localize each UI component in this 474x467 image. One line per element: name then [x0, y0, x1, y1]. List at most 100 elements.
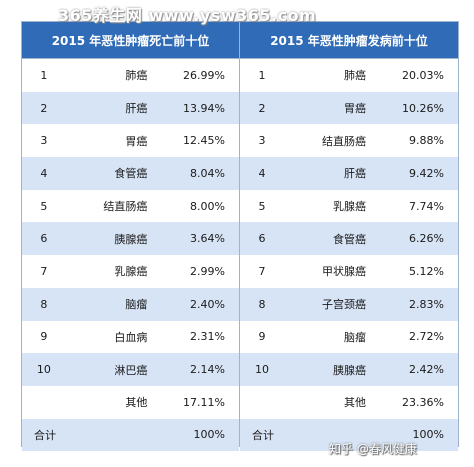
incidence-table-title: 2015 年恶性肿瘤发病前十位 — [240, 22, 458, 59]
percent-cell: 10.26% — [402, 101, 444, 115]
percent-cell: 2.42% — [409, 363, 444, 377]
rank-cell: 10 — [36, 363, 51, 377]
incidence-table: 2015 年恶性肿瘤发病前十位 1 肺癌 20.03% 2 胃癌 10.26% 3 结直肠癌 9… — [240, 22, 458, 452]
table-row: 6 食管癌 6.26% — [240, 222, 458, 256]
total-percent: 100% — [412, 428, 444, 442]
rank-cell: 9 — [40, 330, 48, 344]
percent-cell: 20.03% — [402, 68, 444, 82]
table-row: 4 食管癌 8.04% — [22, 157, 239, 190]
percent-cell: 2.72% — [409, 330, 444, 344]
percent-cell: 6.26% — [409, 232, 444, 246]
rank-cell: 5 — [40, 199, 48, 213]
rank-cell: 7 — [40, 264, 48, 278]
percent-cell: 23.36% — [402, 395, 444, 409]
incidence-rows: 1 肺癌 20.03% 2 胃癌 10.26% 3 结直肠癌 9.88% 4 肝癌 9.42% 5 乳腺癌… — [240, 59, 458, 452]
mortality-table-title: 2015 年恶性肿瘤死亡前十位 — [22, 22, 239, 59]
cancer-name-cell: 结直肠癌 — [322, 134, 366, 148]
cancer-name-cell: 肝癌 — [344, 167, 366, 181]
mortality-rows: 1 肺癌 26.99% 2 肝癌 13.94% 3 胃癌 12.45% 4 食管癌 8.04% 5 结直肠… — [22, 59, 239, 452]
rank-cell: 8 — [258, 297, 266, 311]
rank-cell: 6 — [258, 232, 266, 246]
table-row: 1 肺癌 20.03% — [240, 59, 458, 92]
rank-cell: 9 — [258, 330, 266, 344]
percent-cell: 7.74% — [409, 199, 444, 213]
percent-cell: 12.45% — [183, 134, 225, 148]
cancer-name-cell: 肺癌 — [344, 69, 366, 83]
cancer-name-cell: 乳腺癌 — [333, 200, 366, 214]
table-row: 其他 23.36% — [240, 385, 458, 419]
total-label: 合计 — [252, 428, 274, 442]
percent-cell: 26.99% — [183, 68, 225, 82]
cancer-name-cell: 胃癌 — [344, 102, 366, 116]
rank-cell: 3 — [40, 134, 48, 148]
cancer-name-cell: 其他 — [125, 396, 148, 410]
percent-cell: 3.64% — [190, 232, 225, 246]
total-percent: 100% — [193, 428, 225, 442]
table-grid: 2015 年恶性肿瘤死亡前十位 1 肺癌 26.99% 2 肝癌 13.94% 3 胃癌 12.… — [22, 22, 458, 452]
cancer-ranking-table: 2015 年恶性肿瘤死亡前十位 1 肺癌 26.99% 2 肝癌 13.94% 3 胃癌 12.… — [21, 21, 459, 452]
table-row: 其他 17.11% — [22, 385, 239, 419]
table-row: 2 胃癌 10.26% — [240, 91, 458, 125]
table-row: 10 淋巴癌 2.14% — [22, 353, 239, 386]
total-row: 合计 100% — [22, 418, 239, 452]
rank-cell: 6 — [40, 232, 48, 246]
percent-cell: 13.94% — [183, 101, 225, 115]
site-watermark: 365养生网 www.ysw365.com — [58, 6, 317, 25]
table-row: 3 结直肠癌 9.88% — [240, 124, 458, 158]
table-row: 8 脑瘤 2.40% — [22, 287, 239, 321]
cancer-name-cell: 肺癌 — [125, 69, 148, 83]
rank-cell: 7 — [258, 264, 266, 278]
percent-cell: 9.42% — [409, 166, 444, 180]
table-row: 9 脑瘤 2.72% — [240, 320, 458, 354]
cancer-name-cell: 胃癌 — [125, 134, 148, 148]
table-row: 10 胰腺癌 2.42% — [240, 353, 458, 386]
table-row: 7 乳腺癌 2.99% — [22, 255, 239, 288]
cancer-name-cell: 淋巴癌 — [114, 363, 148, 377]
rank-cell: 3 — [258, 134, 266, 148]
cancer-name-cell: 胰腺癌 — [333, 363, 366, 377]
rank-cell: 5 — [258, 199, 266, 213]
rank-cell: 1 — [258, 68, 266, 82]
cancer-name-cell: 胰腺癌 — [114, 232, 148, 246]
cancer-name-cell: 脑瘤 — [125, 298, 148, 312]
cancer-name-cell: 甲状腺癌 — [322, 265, 366, 279]
percent-cell: 8.00% — [190, 199, 225, 213]
rank-cell: 2 — [40, 101, 48, 115]
cancer-name-cell: 子宫颈癌 — [322, 298, 366, 312]
rank-cell: 1 — [40, 68, 48, 82]
table-row: 3 胃癌 12.45% — [22, 124, 239, 158]
table-row: 5 结直肠癌 8.00% — [22, 189, 239, 223]
table-row: 9 白血病 2.31% — [22, 320, 239, 354]
percent-cell: 2.40% — [190, 297, 225, 311]
rank-cell: 8 — [40, 297, 48, 311]
percent-cell: 9.88% — [409, 134, 444, 148]
percent-cell: 2.31% — [190, 330, 225, 344]
table-row: 6 胰腺癌 3.64% — [22, 222, 239, 256]
cancer-name-cell: 食管癌 — [114, 167, 148, 181]
cancer-name-cell: 结直肠癌 — [103, 200, 148, 214]
percent-cell: 2.14% — [190, 363, 225, 377]
cancer-name-cell: 脑瘤 — [344, 330, 366, 344]
percent-cell: 8.04% — [190, 166, 225, 180]
table-row: 5 乳腺癌 7.74% — [240, 189, 458, 223]
table-row: 2 肝癌 13.94% — [22, 91, 239, 125]
mortality-table: 2015 年恶性肿瘤死亡前十位 1 肺癌 26.99% 2 肝癌 13.94% 3 胃癌 12.… — [22, 22, 240, 452]
total-row: 合计 100% — [240, 418, 458, 452]
percent-cell: 5.12% — [409, 264, 444, 278]
total-label: 合计 — [34, 428, 56, 442]
author-credit: 知乎 @春风健康 — [329, 442, 417, 456]
percent-cell: 2.83% — [409, 297, 444, 311]
cancer-name-cell: 食管癌 — [333, 232, 366, 246]
rank-cell: 2 — [258, 101, 266, 115]
cancer-name-cell: 其他 — [344, 396, 366, 410]
rank-cell: 10 — [255, 363, 269, 377]
cancer-name-cell: 乳腺癌 — [114, 265, 148, 279]
cancer-name-cell: 肝癌 — [125, 102, 148, 116]
table-row: 8 子宫颈癌 2.83% — [240, 287, 458, 321]
percent-cell: 17.11% — [183, 395, 225, 409]
table-row: 7 甲状腺癌 5.12% — [240, 255, 458, 288]
cancer-name-cell: 白血病 — [114, 330, 148, 344]
rank-cell: 4 — [258, 166, 266, 180]
percent-cell: 2.99% — [190, 264, 225, 278]
table-row: 4 肝癌 9.42% — [240, 157, 458, 190]
